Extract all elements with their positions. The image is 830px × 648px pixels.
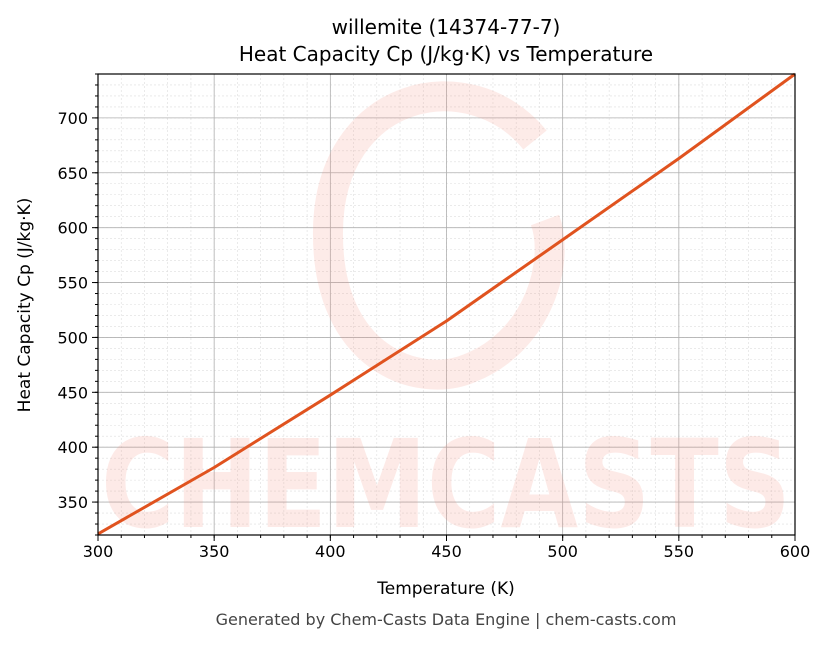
footer-credit: Generated by Chem-Casts Data Engine | ch… — [216, 610, 677, 629]
y-tick-label: 500 — [57, 328, 88, 347]
chart-subtitle: Heat Capacity Cp (J/kg·K) vs Temperature — [239, 42, 653, 66]
watermark-logo-arc — [312, 81, 565, 390]
watermark: CHEMCASTS — [101, 81, 791, 556]
chart-title: willemite (14374-77-7) — [332, 15, 561, 39]
x-tick-label: 400 — [315, 542, 346, 561]
x-tick-label: 450 — [431, 542, 462, 561]
series-line — [97, 72, 796, 536]
ticks: 300 350 400 450 500 550 600 350 400 450 500 550 600 6… — [57, 73, 811, 561]
x-tick-label: 600 — [780, 542, 811, 561]
y-tick-label: 700 — [57, 109, 88, 128]
x-tick-label: 350 — [199, 542, 230, 561]
y-tick-label: 600 — [57, 219, 88, 238]
y-tick-label: 400 — [57, 438, 88, 457]
y-tick-label: 550 — [57, 274, 88, 293]
x-tick-label: 550 — [664, 542, 695, 561]
y-tick-label: 450 — [57, 383, 88, 402]
x-axis-label: Temperature (K) — [376, 579, 515, 599]
x-tick-label: 300 — [83, 542, 114, 561]
y-tick-label: 650 — [57, 164, 88, 183]
y-axis-label: Heat Capacity Cp (J/kg·K) — [15, 198, 35, 413]
y-tick-label: 350 — [57, 493, 88, 512]
series-layer — [97, 72, 796, 536]
x-tick-label: 500 — [547, 542, 578, 561]
watermark-text: CHEMCASTS — [101, 414, 791, 556]
